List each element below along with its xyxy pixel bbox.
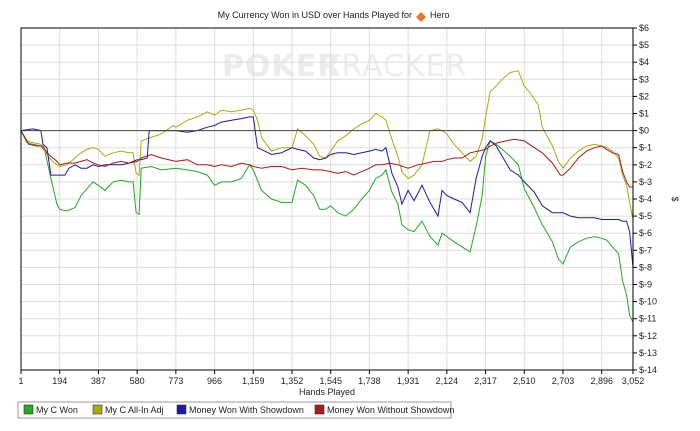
- x-tick-label: 2,317: [474, 376, 497, 386]
- y-tick-label: $-9: [639, 280, 652, 290]
- y-tick-label: $2: [639, 91, 649, 101]
- legend-label-1: My C Won: [36, 405, 78, 415]
- x-tick-label: 2,896: [590, 376, 613, 386]
- y-tick-label: $5: [639, 40, 649, 50]
- series-lines: [20, 70, 634, 323]
- series-line-2: [20, 70, 634, 220]
- legend-label-3: Money Won With Showdown: [189, 405, 304, 415]
- y-axis-ticks: $6 $5 $4 $3 $2 $1 $0 $-1 $-2 $-3 $-4 $-5 $-6 $-7 $-8 $-…: [633, 23, 657, 375]
- y-tick-label: $0: [639, 126, 649, 136]
- x-tick-label: 1,738: [358, 376, 381, 386]
- y-tick-label: $-12: [639, 331, 657, 341]
- x-tick-label: 1,545: [319, 376, 342, 386]
- x-tick-label: 2,510: [513, 376, 536, 386]
- x-tick-label: 1,352: [281, 376, 304, 386]
- y-tick-label: $3: [639, 74, 649, 84]
- x-tick-label: 580: [130, 376, 145, 386]
- legend-label-4: Money Won Without Showdown: [327, 405, 454, 415]
- y-tick-label: $-5: [639, 211, 652, 221]
- legend: My C Won My C All-In Adj Money Won With Sh…: [17, 401, 454, 419]
- chart-title: My Currency Won in USD over Hands Played…: [218, 10, 412, 20]
- x-tick-label: 1,159: [242, 376, 265, 386]
- x-tick-label: 387: [91, 376, 106, 386]
- y-tick-label: $-8: [639, 262, 652, 272]
- y-axis-title: $: [670, 196, 680, 201]
- series-line-4: [20, 130, 633, 188]
- watermark-thin: TRACKER: [321, 49, 467, 84]
- y-tick-label: $6: [639, 23, 649, 33]
- x-tick-label: 2,703: [552, 376, 575, 386]
- y-tick-label: $-7: [639, 245, 652, 255]
- y-tick-label: $-6: [639, 228, 652, 238]
- legend-swatch-3: [176, 404, 187, 415]
- x-axis-ticks: 1 194 387 580 773 966 1,159 1,352 1,545 1,738 1,93…: [18, 370, 644, 386]
- legend-swatch-4: [314, 404, 325, 415]
- legend-box: [17, 401, 452, 419]
- x-tick-label: 3,052: [622, 376, 645, 386]
- legend-swatch-2: [92, 404, 103, 415]
- x-tick-label: 1,931: [397, 376, 420, 386]
- legend-swatch-1: [23, 404, 34, 415]
- y-tick-label: $-3: [639, 177, 652, 187]
- player-diamond-icon: [416, 12, 426, 22]
- y-tick-label: $-10: [639, 297, 657, 307]
- y-tick-label: $-1: [639, 143, 652, 153]
- y-tick-label: $4: [639, 57, 649, 67]
- y-tick-label: $-11: [639, 314, 656, 324]
- grid-lines: [20, 27, 634, 371]
- series-line-1: [20, 130, 634, 323]
- x-tick-label: 966: [207, 376, 222, 386]
- watermark: POKER TRACKER: [222, 49, 467, 84]
- x-axis-title: Hands Played: [299, 387, 355, 397]
- x-tick-label: 1: [18, 376, 23, 386]
- y-tick-label: $1: [639, 109, 649, 119]
- x-tick-label: 194: [52, 376, 67, 386]
- series-line-3: [20, 116, 634, 268]
- y-tick-label: $-13: [639, 348, 657, 358]
- x-tick-label: 2,124: [436, 376, 459, 386]
- legend-label-2: My C All-In Adj: [105, 405, 164, 415]
- y-tick-label: $-2: [639, 160, 652, 170]
- x-tick-label: 773: [168, 376, 183, 386]
- y-tick-label: $-14: [639, 365, 657, 375]
- y-tick-label: $-4: [639, 194, 652, 204]
- player-name: Hero: [430, 10, 450, 20]
- chart-title-group: My Currency Won in USD over Hands Played…: [218, 10, 450, 22]
- watermark-bold: POKER: [222, 49, 341, 84]
